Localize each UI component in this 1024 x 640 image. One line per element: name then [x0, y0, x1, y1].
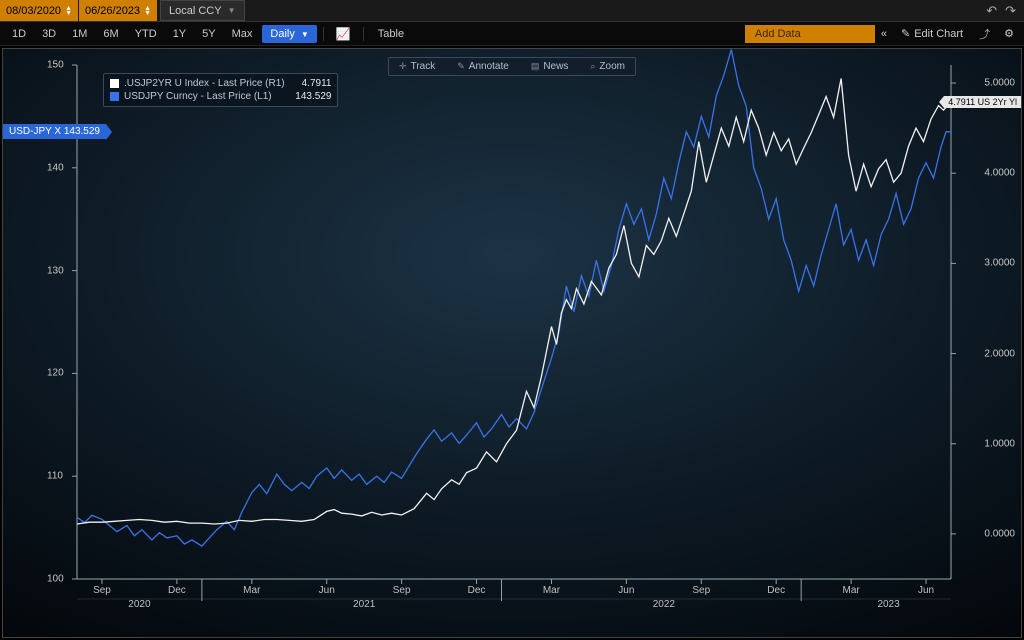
yaxis-left-label: 120	[47, 368, 64, 379]
xaxis-month-label: Dec	[168, 585, 186, 596]
xaxis-year-label: 2020	[128, 599, 150, 610]
gear-icon[interactable]: ⚙	[1004, 27, 1014, 40]
range-1m[interactable]: 1M	[64, 25, 95, 43]
date-to-stepper-icon[interactable]: ▲▼	[144, 6, 151, 16]
currency-dropdown[interactable]: Local CCY ▼	[160, 0, 245, 21]
zoom-tool[interactable]: ⌕ Zoom	[580, 58, 635, 75]
range-6m[interactable]: 6M	[95, 25, 126, 43]
annotate-label: Annotate	[469, 61, 509, 72]
pen-icon: ✎	[457, 61, 465, 72]
collapse-icon[interactable]: «	[881, 28, 887, 40]
xaxis-month-label: Dec	[767, 585, 785, 596]
xaxis-month-label: Mar	[842, 585, 859, 596]
date-from-value: 08/03/2020	[6, 5, 61, 17]
redo-icon[interactable]: ↷	[1005, 3, 1016, 19]
rangebar: 1D3D1M6MYTD1Y5YMax Daily ▼ 📈 Table Add D…	[0, 22, 1024, 46]
yaxis-right-label: 3.0000	[984, 258, 1015, 269]
legend-row[interactable]: USDJPY Curncy - Last Price (L1) 143.529	[110, 90, 331, 103]
xaxis-year-label: 2021	[353, 599, 375, 610]
date-from-stepper-icon[interactable]: ▲▼	[65, 6, 72, 16]
legend-swatch	[110, 92, 119, 101]
xaxis-year-label: 2022	[653, 599, 675, 610]
legend-row[interactable]: .USJP2YR U Index - Last Price (R1) 4.7911	[110, 77, 331, 90]
xaxis-month-label: Sep	[93, 585, 111, 596]
news-tool[interactable]: ▤News	[521, 58, 579, 75]
xaxis-month-label: Dec	[468, 585, 486, 596]
range-5y[interactable]: 5Y	[194, 25, 223, 43]
legend-label: USDJPY Curncy - Last Price (L1)	[124, 91, 272, 102]
yaxis-right-label: 5.0000	[984, 78, 1015, 89]
track-tool[interactable]: ✛ Track	[389, 58, 445, 75]
yaxis-right-label: 4.0000	[984, 168, 1015, 179]
yaxis-left-label: 130	[47, 265, 64, 276]
edit-chart-label: Edit Chart	[914, 28, 963, 40]
yaxis-right-label: 1.0000	[984, 438, 1015, 449]
crosshair-icon: ✛	[399, 61, 407, 72]
topbar: 08/03/2020 ▲▼ 06/26/2023 ▲▼ Local CCY ▼ …	[0, 0, 1024, 22]
legend-value: 4.7911	[290, 78, 332, 89]
legend-label: .USJP2YR U Index - Last Price (R1)	[124, 78, 285, 89]
left-price-tag-text: USD-JPY X 143.529	[9, 126, 100, 137]
xaxis-month-label: Jun	[918, 585, 934, 596]
right-price-tag-text: 4.7911 US 2Yr Yl	[948, 97, 1017, 107]
table-button[interactable]: Table	[370, 25, 412, 43]
interval-label: Daily	[270, 28, 294, 40]
range-max[interactable]: Max	[224, 25, 261, 43]
add-data-input[interactable]: Add Data	[745, 25, 875, 43]
yaxis-right-label: 0.0000	[984, 528, 1015, 539]
xaxis-month-label: Sep	[692, 585, 710, 596]
edit-chart-button[interactable]: ✎ Edit Chart	[893, 24, 971, 43]
yaxis-left-label: 150	[47, 60, 64, 71]
zoom-icon: ⌕	[590, 61, 595, 72]
chevron-down-icon: ▼	[228, 6, 236, 15]
xaxis-year-label: 2023	[877, 599, 899, 610]
xaxis-month-label: Sep	[393, 585, 411, 596]
xaxis-month-label: Jun	[618, 585, 634, 596]
export-icon[interactable]: ⤴	[973, 24, 996, 44]
annotate-tool[interactable]: ✎ Annotate	[447, 58, 519, 75]
table-label: Table	[378, 28, 404, 40]
range-3d[interactable]: 3D	[34, 25, 64, 43]
range-1y[interactable]: 1Y	[165, 25, 194, 43]
undo-icon[interactable]: ↶	[986, 3, 997, 19]
news-label: News	[543, 61, 568, 72]
yaxis-left-label: 100	[47, 574, 64, 585]
chevron-down-icon: ▼	[301, 30, 309, 39]
legend: .USJP2YR U Index - Last Price (R1) 4.7911…	[103, 73, 338, 107]
yaxis-left-label: 140	[47, 162, 64, 173]
chart-tools: ✛ Track ✎ Annotate ▤News ⌕ Zoom	[388, 57, 636, 76]
currency-label: Local CCY	[169, 5, 222, 17]
xaxis-month-label: Jun	[319, 585, 335, 596]
legend-swatch	[110, 79, 119, 88]
pencil-icon: ✎	[901, 27, 910, 40]
chart-svg	[3, 49, 1021, 640]
chart-type-icon[interactable]: 📈	[330, 25, 357, 43]
right-price-tag: 4.7911 US 2Yr Yl	[944, 96, 1021, 108]
add-data-placeholder: Add Data	[755, 28, 801, 40]
date-from-field[interactable]: 08/03/2020 ▲▼	[0, 0, 78, 21]
interval-dropdown[interactable]: Daily ▼	[262, 25, 316, 43]
range-1d[interactable]: 1D	[4, 25, 34, 43]
yaxis-left-label: 110	[47, 471, 63, 482]
news-icon: ▤	[531, 61, 540, 72]
xaxis-month-label: Mar	[243, 585, 260, 596]
date-to-value: 06/26/2023	[85, 5, 140, 17]
date-to-field[interactable]: 06/26/2023 ▲▼	[79, 0, 157, 21]
track-label: Track	[411, 61, 436, 72]
topbar-icons: ↶ ↷	[978, 0, 1024, 21]
chart-area[interactable]: ✛ Track ✎ Annotate ▤News ⌕ Zoom .USJP2YR U …	[2, 48, 1022, 638]
range-ytd[interactable]: YTD	[127, 25, 165, 43]
zoom-label: Zoom	[599, 61, 625, 72]
legend-value: 143.529	[283, 91, 331, 102]
range-buttons: 1D3D1M6MYTD1Y5YMax	[4, 25, 260, 43]
yaxis-right-label: 2.0000	[984, 348, 1015, 359]
xaxis-month-label: Mar	[543, 585, 560, 596]
left-price-tag: USD-JPY X 143.529	[3, 124, 106, 139]
